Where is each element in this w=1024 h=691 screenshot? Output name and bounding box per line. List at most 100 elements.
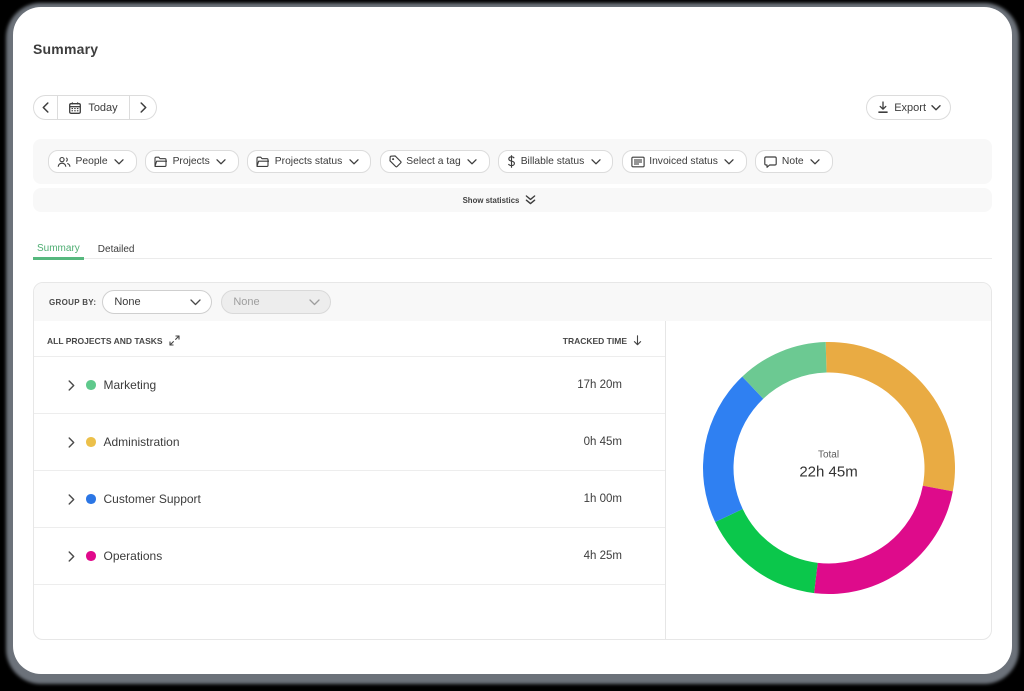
note-icon [764,155,778,168]
filter-pill-label: People [75,156,108,167]
projects-table: ALL PROJECTS AND TASKS TRACKED TIME Mark… [34,321,666,639]
filter-pill-projects[interactable]: Projects [145,150,239,173]
table-row[interactable]: Operations 4h 25m [34,528,665,585]
table-rows: Marketing 17h 20m Administration 0h 45m … [34,357,665,585]
total-value: 22h 45m [799,463,858,481]
filter-pill-billable-status[interactable]: Billable status [498,150,614,173]
chevron-down-icon [190,298,201,305]
chevron-right-icon [139,102,146,113]
filter-pill-label: Note [781,156,804,167]
donut-center-text: Total 22h 45m [799,450,857,481]
expand-row-chevron-icon[interactable] [68,493,75,505]
report-body: ALL PROJECTS AND TASKS TRACKED TIME Mark… [34,321,991,639]
tab-detailed[interactable]: Detailed [97,243,135,255]
table-row[interactable]: Marketing 17h 20m [34,357,665,414]
group-by-label: GROUP BY: [49,297,97,307]
project-name: Customer Support [103,492,201,506]
chevron-down-icon [810,158,820,164]
filter-pill-select-a-tag[interactable]: Select a tag [379,150,490,173]
sort-down-icon [633,335,642,346]
filter-pill-label: Projects status [274,156,343,167]
chevron-down-icon [591,158,601,164]
filter-pill-people[interactable]: People [48,150,137,173]
tag-icon [389,155,402,168]
report-card: GROUP BY: None None ALL PROJECTS AND TAS… [33,282,992,640]
filter-pill-note[interactable]: Note [755,150,833,173]
export-button[interactable]: Export [866,95,951,120]
group-by-select-secondary-value: None [233,296,260,308]
project-color-dot [86,551,96,561]
chevron-down-icon [114,158,124,164]
donut-segment-magenta [813,485,953,594]
donut-segment-amber [825,341,955,492]
filter-pill-projects-status[interactable]: Projects status [247,150,372,173]
today-label: Today [88,101,118,114]
export-label: Export [894,101,926,114]
table-row[interactable]: Administration 0h 45m [34,414,665,471]
group-by-select-primary[interactable]: None [102,290,213,314]
chevron-down-icon [309,298,320,305]
expand-row-chevron-icon[interactable] [68,550,75,562]
filter-pill-invoiced-status[interactable]: Invoiced status [621,150,747,173]
next-period-button[interactable] [130,95,157,120]
group-by-select-primary-value: None [114,296,141,308]
project-color-dot [86,437,96,447]
chart-panel: Total 22h 45m [666,321,991,639]
chevron-down-icon [931,104,941,110]
previous-period-button[interactable] [33,95,58,120]
expand-row-chevron-icon[interactable] [68,379,75,391]
double-chevron-down-icon [526,195,536,205]
tracked-time-value: 0h 45m [583,436,622,448]
table-row[interactable]: Customer Support 1h 00m [34,471,665,528]
projects-column-header[interactable]: ALL PROJECTS AND TASKS [47,335,180,346]
show-statistics-toggle[interactable]: Show statistics [33,188,992,212]
tracked-time-column-label: TRACKED TIME [562,335,627,346]
expand-icon[interactable] [168,335,180,346]
tab-summary[interactable]: Summary [33,236,84,260]
project-color-dot [86,494,96,504]
filter-bar: People Projects Projects status Select a… [33,139,992,184]
invoice-icon [631,156,645,167]
filter-pill-label: Projects [172,156,210,167]
donut-chart: Total 22h 45m [702,341,956,595]
download-icon [878,101,888,113]
projects-column-label: ALL PROJECTS AND TASKS [47,335,163,346]
chevron-down-icon [216,158,226,164]
tracked-time-value: 1h 00m [583,493,622,505]
project-color-dot [86,380,96,390]
chevron-down-icon [349,158,359,164]
chevron-down-icon [724,158,735,164]
project-name: Administration [103,435,180,449]
folder-icon [154,156,168,167]
donut-segment-light-green [741,342,826,399]
filter-pill-label: Invoiced status [649,156,718,167]
chevron-down-icon [467,158,477,164]
filter-pill-label: Select a tag [406,156,461,167]
date-navigation: Today [33,95,157,120]
group-by-bar: GROUP BY: None None [34,283,991,321]
donut-segment-green [714,508,818,594]
total-label: Total [817,449,840,461]
dollar-icon [508,155,516,168]
filter-pill-label: Billable status [520,156,585,167]
project-name: Marketing [103,378,157,392]
toolbar: Today Export [33,95,992,120]
page-title: Summary [33,41,99,57]
report-tabs: Summary Detailed [33,236,992,260]
tracked-time-value: 4h 25m [583,550,622,562]
today-button[interactable]: Today [58,95,130,120]
project-name: Operations [103,549,163,563]
people-icon [57,156,71,167]
folder-icon [256,156,270,167]
show-statistics-label: Show statistics [462,195,520,205]
donut-segment-blue [702,376,763,523]
calendar-icon [69,101,82,114]
app-window: Summary Today Export People Projects [13,7,1012,674]
group-by-select-secondary[interactable]: None [221,290,332,314]
chevron-left-icon [42,102,49,113]
donut-svg [702,341,955,594]
expand-row-chevron-icon[interactable] [68,436,75,448]
tracked-time-value: 17h 20m [577,379,622,391]
table-header: ALL PROJECTS AND TASKS TRACKED TIME [34,321,665,357]
tracked-time-column-header[interactable]: TRACKED TIME [563,335,642,346]
